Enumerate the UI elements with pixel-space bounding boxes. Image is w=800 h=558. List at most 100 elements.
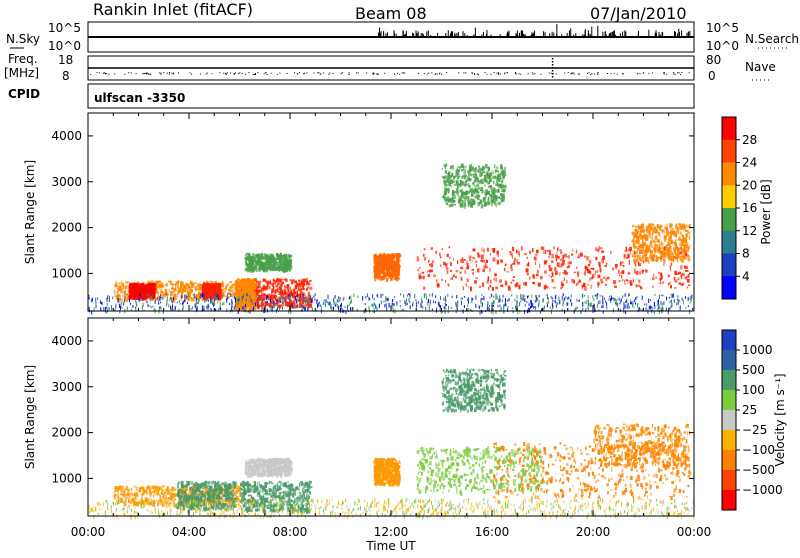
data-cell xyxy=(161,285,164,287)
nave-dot xyxy=(498,72,499,73)
data-cell xyxy=(133,284,134,287)
data-cell xyxy=(687,247,689,249)
data-cell xyxy=(379,304,380,308)
data-cell xyxy=(457,260,458,264)
data-cell xyxy=(391,257,393,259)
data-cell xyxy=(688,259,690,262)
data-cell xyxy=(632,254,634,257)
nave-dot xyxy=(590,74,591,75)
data-cell xyxy=(200,294,201,296)
data-cell xyxy=(394,263,397,266)
data-cell xyxy=(674,243,676,245)
data-cell xyxy=(524,253,527,255)
nave-dot xyxy=(146,73,147,74)
data-cell xyxy=(465,196,467,199)
data-cell xyxy=(481,173,483,176)
data-cell xyxy=(382,260,385,263)
data-cell xyxy=(683,257,686,259)
data-cell xyxy=(680,306,681,310)
data-cell xyxy=(664,227,665,230)
data-cell xyxy=(384,264,385,266)
data-cell xyxy=(469,189,471,192)
data-cell xyxy=(397,268,398,271)
nave-dot xyxy=(403,72,404,73)
data-cell xyxy=(650,225,651,229)
data-cell xyxy=(377,265,379,267)
data-cell xyxy=(534,257,536,259)
nave-dot xyxy=(239,72,240,73)
data-cell xyxy=(468,177,470,181)
data-cell xyxy=(453,179,454,183)
data-cell xyxy=(284,285,285,288)
data-cell xyxy=(640,250,642,253)
data-cell xyxy=(267,281,269,285)
data-cell xyxy=(685,249,687,253)
data-cell xyxy=(548,256,550,258)
data-cell xyxy=(452,277,453,280)
data-cell xyxy=(447,254,449,257)
data-cell xyxy=(447,184,449,186)
data-cell xyxy=(659,244,661,248)
data-cell xyxy=(293,305,296,308)
data-cell xyxy=(122,281,123,283)
nave-dot xyxy=(226,74,227,75)
data-cell xyxy=(285,279,287,282)
data-cell xyxy=(607,277,610,280)
data-cell xyxy=(687,270,689,272)
nave-dot xyxy=(477,73,478,74)
data-cell xyxy=(639,227,642,230)
data-cell xyxy=(536,250,539,254)
nave-dot xyxy=(148,74,149,75)
data-cell xyxy=(469,200,470,204)
data-cell xyxy=(688,255,689,257)
data-cell xyxy=(407,303,408,305)
nave-dot xyxy=(323,72,324,73)
nave-dot xyxy=(643,73,644,74)
data-cell xyxy=(393,255,395,257)
data-cell xyxy=(282,279,284,281)
data-cell xyxy=(284,255,285,259)
nave-dot xyxy=(190,72,191,73)
data-cell xyxy=(287,289,289,292)
data-cell xyxy=(233,284,235,286)
nave-dot xyxy=(568,72,569,73)
data-cell xyxy=(230,281,232,283)
data-cell xyxy=(454,191,455,193)
data-cell xyxy=(561,258,564,262)
data-cell xyxy=(275,263,277,266)
data-cell xyxy=(450,278,451,280)
data-cell xyxy=(469,185,471,188)
data-cell xyxy=(521,246,523,250)
data-cell xyxy=(209,287,210,289)
data-cell xyxy=(121,298,124,302)
data-cell xyxy=(478,165,479,168)
nave-dot xyxy=(294,72,295,73)
data-cell xyxy=(466,279,468,282)
data-cell xyxy=(669,236,672,240)
data-cell xyxy=(247,264,249,267)
nave-dot xyxy=(564,73,565,74)
data-cell xyxy=(300,288,302,291)
data-cell xyxy=(676,302,677,305)
nave-dot xyxy=(328,74,329,75)
data-cell xyxy=(485,164,488,168)
data-cell xyxy=(275,292,276,295)
data-cell xyxy=(480,181,482,184)
data-cell xyxy=(462,257,464,261)
data-cell xyxy=(206,281,208,283)
data-cell xyxy=(194,285,195,289)
data-cell xyxy=(504,174,505,178)
data-cell xyxy=(516,282,518,284)
data-cell xyxy=(225,285,226,289)
nave-dot xyxy=(617,74,618,75)
data-cell xyxy=(160,283,163,286)
data-cell xyxy=(684,239,686,242)
nave-dot xyxy=(253,74,254,75)
nave-dot xyxy=(238,73,239,74)
data-cell xyxy=(561,283,563,286)
data-cell xyxy=(274,295,276,299)
data-cell xyxy=(476,180,477,182)
data-cell xyxy=(283,268,286,270)
data-cell xyxy=(237,299,238,302)
data-cell xyxy=(243,306,244,310)
